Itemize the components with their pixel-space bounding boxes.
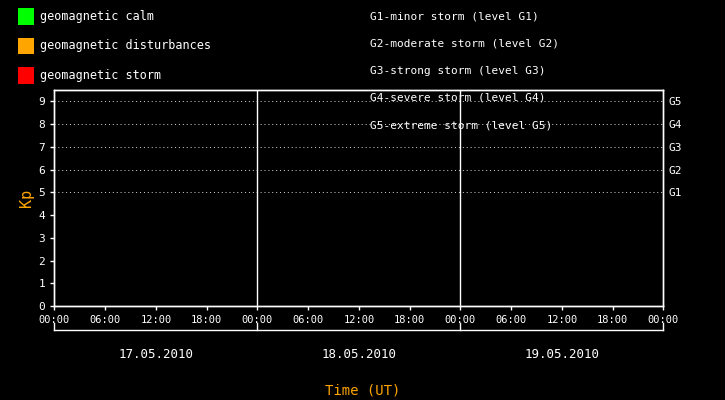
Text: 19.05.2010: 19.05.2010 [524,348,600,360]
Text: geomagnetic disturbances: geomagnetic disturbances [40,40,211,52]
Y-axis label: Kp: Kp [20,189,34,207]
Text: G4-severe storm (level G4): G4-severe storm (level G4) [370,93,545,103]
Text: geomagnetic storm: geomagnetic storm [40,69,161,82]
Text: G1-minor storm (level G1): G1-minor storm (level G1) [370,11,539,21]
Text: 17.05.2010: 17.05.2010 [118,348,194,360]
Text: G3-strong storm (level G3): G3-strong storm (level G3) [370,66,545,76]
Text: G2-moderate storm (level G2): G2-moderate storm (level G2) [370,38,559,48]
Text: G5-extreme storm (level G5): G5-extreme storm (level G5) [370,120,552,130]
Text: 18.05.2010: 18.05.2010 [321,348,397,360]
Text: geomagnetic calm: geomagnetic calm [40,10,154,23]
Text: Time (UT): Time (UT) [325,383,400,397]
